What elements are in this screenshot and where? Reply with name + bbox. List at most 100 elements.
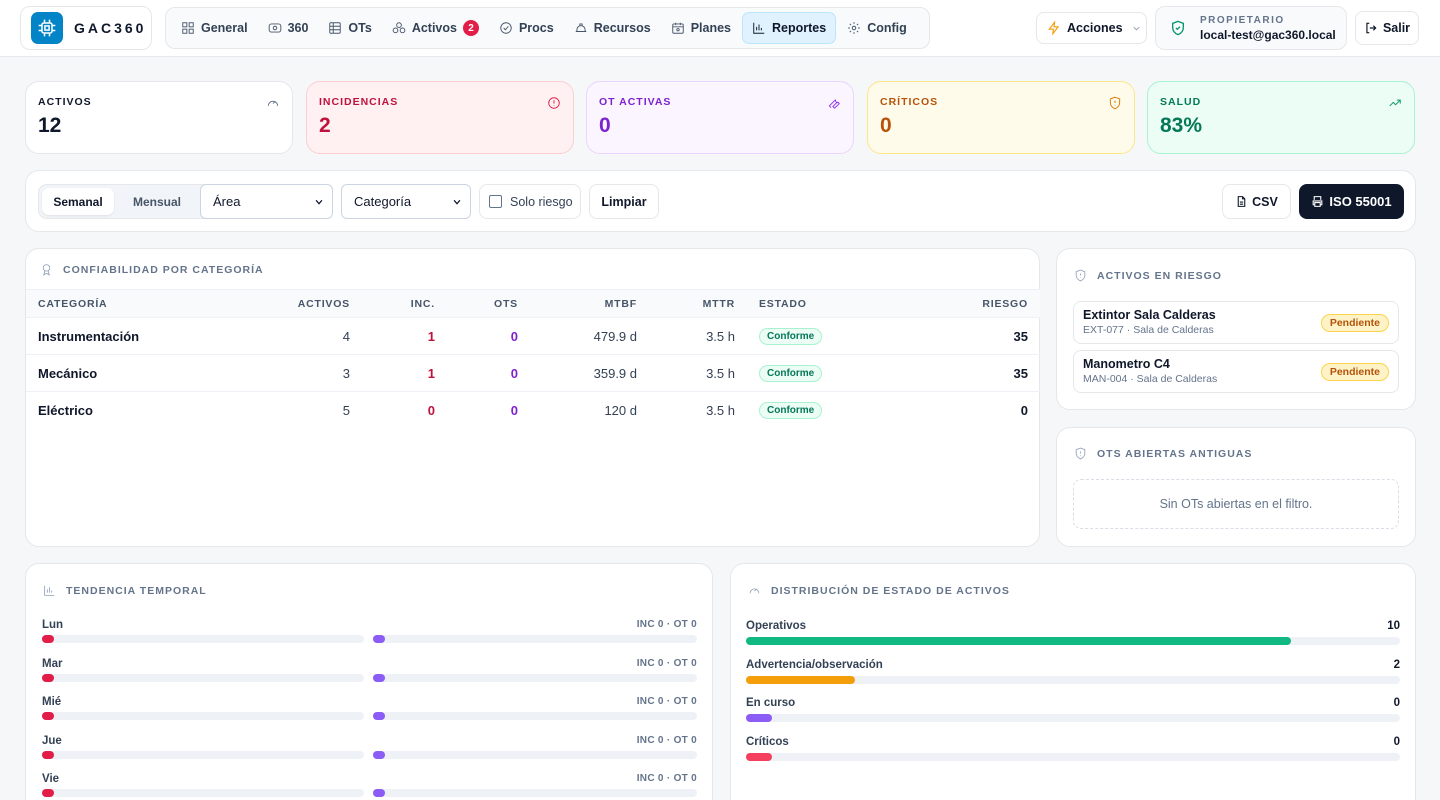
period-monthly-button[interactable]: Mensual [132, 194, 181, 209]
table-icon [329, 22, 342, 34]
chevron-down-icon [315, 199, 323, 205]
chevron-down-icon [1133, 26, 1140, 31]
nav-label: Recursos [593, 21, 651, 35]
nav-activos[interactable]: Activos 2 [383, 12, 488, 44]
alert-circle-icon [548, 97, 560, 109]
nav-planes[interactable]: Planes [662, 12, 740, 44]
owner-account[interactable]: PROPIETARIO local-test@gac360.local [1155, 6, 1347, 50]
nav-label: Reportes [772, 21, 827, 35]
inc-bar [42, 673, 54, 682]
ot-bar [373, 673, 385, 682]
cell-riesgo: 35 [917, 317, 1040, 355]
distribution-row: Operativos 10 [746, 620, 1400, 654]
gauge-icon [267, 100, 279, 106]
nav-config[interactable]: Config [838, 12, 916, 44]
inc-bar [42, 712, 54, 720]
distribution-bar-track [746, 714, 1400, 722]
col-header: INC. [410, 297, 435, 310]
trend-row: Lun INC 0 · OT 0 [42, 619, 697, 651]
checkbox-box[interactable] [489, 195, 502, 208]
cell-ots: 0 [447, 354, 530, 392]
kpi-value: 83% [1160, 114, 1203, 137]
distribution-label: Advertencia/observación [746, 658, 883, 671]
reliability-panel: CONFIABILIDAD POR CATEGORÍA CATEGORÍA AC… [25, 248, 1040, 547]
table-row[interactable]: Mecánico 3 1 0 359.9 d 3.5 h Conforme 35 [26, 354, 1040, 392]
distribution-title-text: DISTRIBUCIÓN DE ESTADO DE ACTIVOS [771, 584, 1010, 597]
trend-meta: INC 0 · OT 0 [636, 696, 697, 707]
owner-email: local-test@gac360.local [1200, 27, 1336, 42]
kpi-value: 12 [38, 114, 62, 137]
distribution-row: Advertencia/observación 2 [746, 659, 1400, 693]
kpi-value: 0 [880, 114, 892, 137]
cell-mttr: 3.5 h [649, 354, 747, 392]
boxes-icon [392, 22, 406, 34]
file-icon [1237, 196, 1246, 207]
distribution-count: 2 [1393, 658, 1400, 671]
brand-name: GAC360 [74, 20, 147, 36]
chevron-down-icon [453, 199, 461, 205]
kpi-card-salud: SALUD 83% [1147, 81, 1415, 154]
period-weekly-button[interactable]: Semanal [42, 188, 114, 215]
col-header: MTBF [604, 297, 637, 310]
col-header: CATEGORÍA [38, 297, 108, 310]
kpi-card-incidencias: INCIDENCIAS 2 [306, 81, 574, 154]
inc-bar [42, 789, 54, 797]
clear-filters-button[interactable]: Limpiar [589, 184, 659, 219]
brand[interactable]: GAC360 [20, 6, 152, 50]
nav-360[interactable]: 360 [259, 12, 318, 44]
status-badge: Pendiente [1320, 363, 1389, 381]
trend-day: Vie [42, 773, 60, 785]
nav-procs[interactable]: Procs [490, 12, 563, 44]
trend-meta: INC 0 · OT 0 [636, 619, 697, 630]
shield-check-icon [1172, 20, 1184, 36]
distribution-row: Críticos 0 [746, 736, 1400, 770]
nav-recursos[interactable]: Recursos [565, 12, 660, 44]
risk-only-checkbox[interactable]: Solo riesgo [479, 184, 581, 219]
owner-role: PROPIETARIO [1200, 14, 1285, 26]
distribution-count: 10 [1387, 620, 1400, 632]
inc-bar [42, 750, 54, 759]
table-row[interactable]: Eléctrico 5 0 0 120 d 3.5 h Conforme 0 [26, 392, 1040, 429]
logout-button[interactable]: Salir [1355, 11, 1419, 45]
old-ots-title-text: OTS ABIERTAS ANTIGUAS [1097, 447, 1253, 460]
kpi-label: ACTIVOS [38, 96, 92, 108]
actions-dropdown-button[interactable]: Acciones [1036, 12, 1147, 44]
cell-categoria: Instrumentación [26, 317, 256, 355]
distribution-bar-track [746, 752, 1400, 761]
export-csv-button[interactable]: CSV [1222, 184, 1291, 219]
inc-bar-track [42, 789, 364, 797]
area-select[interactable]: Área [200, 184, 333, 219]
table-row[interactable]: Instrumentación 4 1 0 479.9 d 3.5 h Conf… [26, 317, 1040, 355]
col-header: RIESGO [982, 297, 1028, 310]
nav-label: Activos [411, 21, 457, 35]
iso-report-button[interactable]: ISO 55001 [1299, 184, 1404, 219]
ot-bar-track [373, 673, 697, 682]
risk-assets-panel: ACTIVOS EN RIESGO Extintor Sala Calderas… [1056, 248, 1416, 410]
shield-icon [1075, 447, 1086, 460]
nav-reportes[interactable]: Reportes [742, 12, 837, 44]
distribution-bar [746, 675, 855, 684]
nav-general[interactable]: General [172, 12, 257, 44]
bar-chart-icon [753, 22, 765, 34]
category-select[interactable]: Categoría [341, 184, 471, 219]
risk-asset-sub: EXT-077 · Sala de Calderas [1083, 324, 1214, 336]
cell-activos: 3 [256, 354, 362, 392]
risk-asset-item[interactable]: Manometro C4 MAN-004 · Sala de Calderas … [1073, 350, 1399, 393]
gear-icon [848, 22, 861, 34]
nav-ots[interactable]: OTs [319, 12, 380, 44]
grid-icon [182, 22, 194, 34]
period-toggle: Semanal Mensual [38, 184, 216, 219]
cell-estado: Conforme [747, 392, 917, 429]
cell-riesgo: 35 [917, 354, 1040, 392]
cell-mtbf: 359.9 d [530, 354, 649, 392]
risk-asset-item[interactable]: Extintor Sala Calderas EXT-077 · Sala de… [1073, 301, 1399, 344]
trend-meta: INC 0 · OT 0 [636, 657, 697, 669]
risk-only-label: Solo riesgo [510, 194, 573, 209]
cell-activos: 4 [256, 317, 362, 355]
shield-alert-icon [1109, 96, 1121, 110]
ot-bar [373, 635, 385, 643]
chip-logo-icon [31, 12, 63, 44]
cell-riesgo: 0 [1020, 402, 1028, 418]
wrench-icon [828, 99, 840, 109]
reliability-title-text: CONFIABILIDAD POR CATEGORÍA [63, 263, 264, 276]
